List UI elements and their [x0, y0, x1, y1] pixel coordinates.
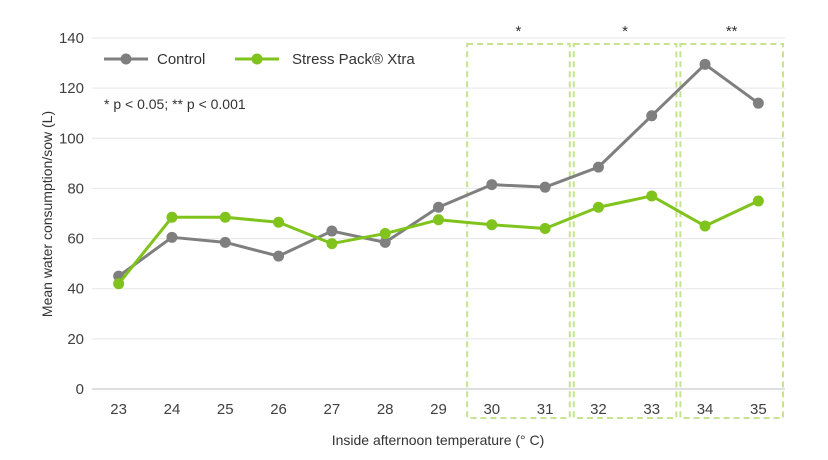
data-point	[592, 161, 604, 173]
data-point	[646, 190, 658, 202]
x-tick-label: 25	[217, 401, 234, 418]
x-tick-label: 30	[483, 401, 500, 418]
significance-boxes: * * **	[466, 23, 785, 419]
axes: 0 20 40 60 80 100 120 140 23 24 25 26 27 28 29 30 31 32 33…	[59, 30, 785, 418]
data-point	[486, 179, 498, 191]
data-point	[219, 211, 231, 223]
significance-box-1	[466, 43, 571, 419]
data-point	[219, 236, 231, 248]
data-point	[699, 220, 711, 232]
x-tick-label: 28	[377, 401, 394, 418]
significance-label-3: **	[726, 23, 738, 40]
y-tick-label: 120	[59, 80, 84, 97]
data-point	[326, 238, 338, 250]
data-point	[592, 201, 604, 213]
y-tick-label: 140	[59, 30, 84, 47]
series-2	[113, 190, 764, 290]
x-axis-label: Inside afternoon temperature (° C)	[332, 432, 545, 448]
data-point	[166, 211, 178, 223]
x-tick-label: 29	[430, 401, 447, 418]
data-point	[379, 236, 391, 248]
x-tick-label: 35	[750, 401, 767, 418]
legend: Control Stress Pack® Xtra	[104, 51, 415, 68]
y-tick-label: 100	[59, 130, 84, 147]
x-tick-label: 26	[270, 401, 287, 418]
x-tick-label: 34	[697, 401, 714, 418]
y-tick-label: 20	[67, 331, 84, 348]
y-axis-label: Mean water consumption/sow (L)	[39, 111, 55, 317]
data-point	[433, 201, 444, 213]
significance-label-1: *	[516, 23, 522, 40]
data-point	[539, 181, 551, 193]
y-tick-label: 60	[67, 231, 84, 248]
x-tick-label: 33	[643, 401, 660, 418]
data-point	[273, 250, 285, 262]
data-point	[699, 58, 711, 70]
data-point	[539, 223, 551, 235]
legend-control-label: Control	[157, 51, 205, 68]
x-tick-label: 23	[110, 401, 127, 418]
data-point	[166, 231, 178, 243]
significance-label-2: *	[622, 23, 628, 40]
data-point	[433, 214, 444, 226]
legend-stress-pack-marker	[251, 53, 263, 65]
legend-control-marker	[120, 53, 132, 65]
series-1	[113, 58, 764, 282]
gridlines	[92, 37, 785, 340]
data-point	[486, 219, 498, 231]
significance-box-3	[679, 43, 785, 419]
series-layer	[113, 58, 764, 290]
data-point	[113, 278, 125, 290]
data-point	[326, 225, 338, 237]
legend-stress-pack-label: Stress Pack® Xtra	[292, 51, 415, 68]
significance-note: * p < 0.05; ** p < 0.001	[104, 96, 246, 112]
y-tick-label: 80	[67, 180, 84, 197]
x-tick-label: 27	[324, 401, 341, 418]
significance-box-2	[572, 43, 678, 419]
data-point	[646, 110, 658, 122]
data-point	[752, 195, 764, 207]
y-tick-label: 0	[76, 381, 84, 398]
y-tick-label: 40	[67, 281, 84, 298]
x-tick-label: 32	[590, 401, 607, 418]
x-tick-label: 31	[537, 401, 554, 418]
data-point	[273, 216, 285, 228]
data-point	[752, 97, 764, 109]
data-point	[379, 228, 391, 240]
x-tick-label: 24	[164, 401, 181, 418]
